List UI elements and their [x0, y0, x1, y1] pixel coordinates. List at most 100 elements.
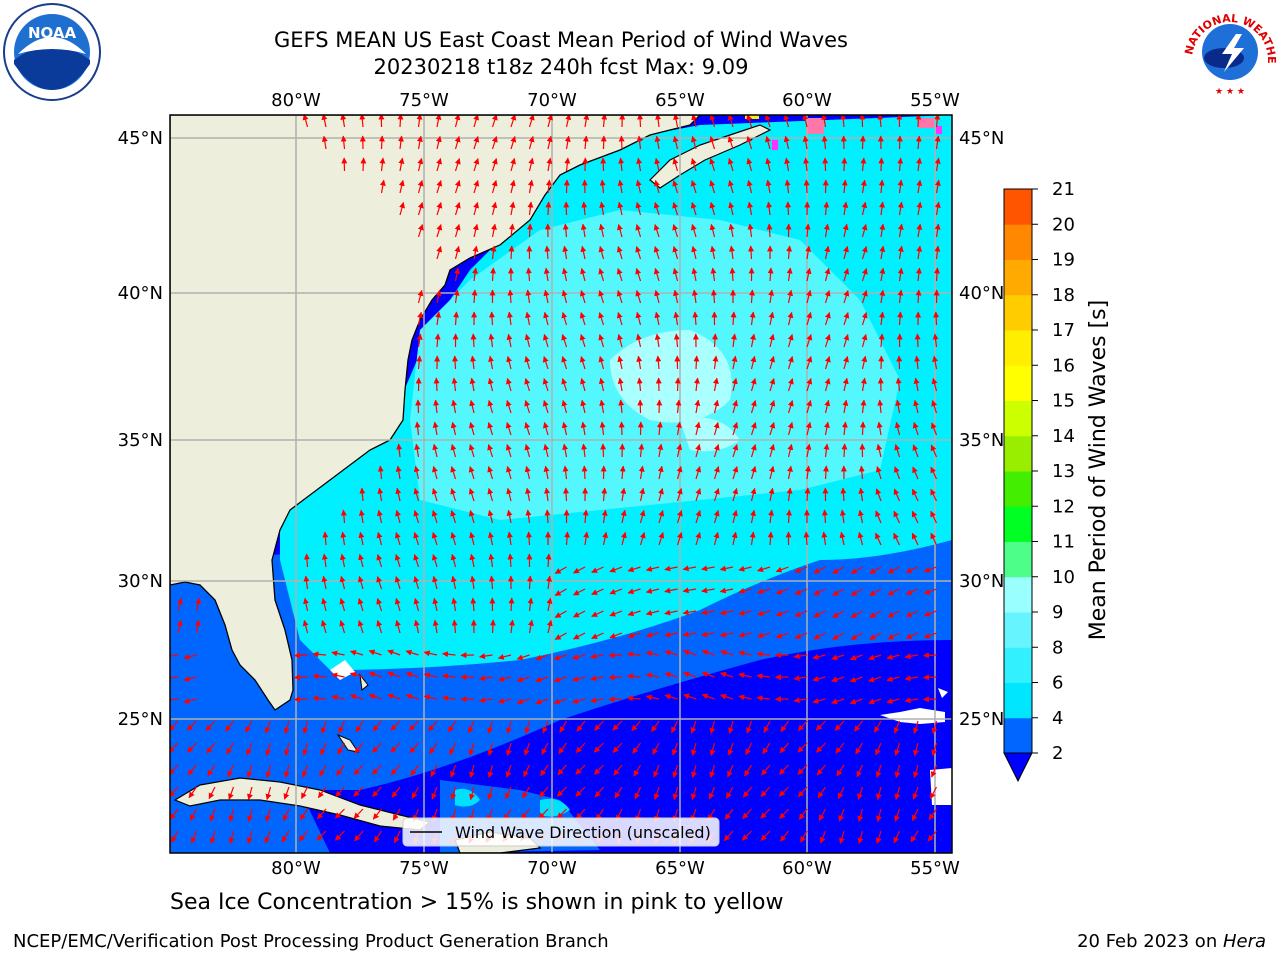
- wave-arrow: [565, 115, 572, 128]
- wave-arrow: [526, 575, 533, 590]
- wave-arrow: [525, 311, 531, 326]
- wave-arrow: [208, 786, 216, 800]
- wave-arrow: [609, 632, 623, 639]
- wave-arrow: [804, 487, 811, 502]
- wave-arrow: [785, 201, 792, 216]
- wave-arrow: [664, 609, 678, 616]
- wave-arrow: [765, 135, 771, 150]
- wave-arrow: [472, 267, 479, 282]
- wave-arrow: [357, 620, 364, 634]
- wave-arrow: [806, 356, 813, 370]
- wave-arrow: [709, 223, 716, 238]
- wave-arrow: [746, 136, 753, 150]
- wave-arrow: [228, 786, 235, 800]
- wave-arrow: [931, 400, 938, 414]
- wave-arrow: [432, 443, 439, 458]
- wave-arrow: [195, 597, 202, 612]
- wave-arrow: [414, 443, 421, 458]
- wave-arrow: [176, 619, 183, 634]
- wave-arrow: [487, 399, 494, 414]
- wave-arrow: [487, 720, 494, 734]
- wave-arrow: [429, 742, 438, 755]
- wave-arrow: [760, 808, 771, 819]
- wave-arrow: [598, 355, 605, 370]
- wave-arrow: [779, 808, 789, 820]
- wave-arrow: [912, 720, 919, 735]
- wave-arrow: [897, 267, 904, 282]
- wave-arrow: [431, 786, 438, 800]
- wave-arrow: [672, 786, 679, 801]
- wave-arrow: [335, 786, 345, 798]
- wave-arrow: [303, 597, 309, 612]
- wave-arrow: [849, 698, 863, 705]
- wave-arrow: [657, 465, 664, 480]
- wave-arrow: [876, 443, 883, 458]
- wave-arrow: [616, 268, 623, 282]
- wave-arrow: [778, 786, 789, 797]
- wave-arrow: [695, 466, 702, 480]
- wave-arrow: [732, 509, 738, 524]
- wave-arrow: [319, 764, 327, 777]
- wave-arrow: [542, 400, 549, 414]
- wave-arrow: [524, 422, 531, 436]
- wave-arrow: [487, 444, 494, 458]
- wave-arrow: [525, 267, 532, 282]
- wave-arrow: [468, 466, 475, 480]
- wave-arrow: [391, 786, 401, 798]
- wave-arrow: [619, 465, 626, 480]
- wave-arrow: [813, 566, 826, 574]
- wave-arrow: [738, 672, 752, 679]
- wave-arrow: [546, 135, 553, 150]
- wave-arrow: [732, 487, 739, 502]
- wave-arrow: [581, 465, 588, 480]
- wave-arrow: [931, 742, 938, 756]
- wave-arrow: [803, 179, 810, 194]
- wave-arrow: [868, 698, 882, 705]
- wave-arrow: [302, 720, 309, 735]
- wave-arrow: [893, 720, 901, 734]
- wave-arrow: [282, 808, 290, 822]
- wave-arrow: [491, 179, 498, 194]
- wave-arrow: [799, 830, 808, 843]
- wave-arrow: [768, 509, 775, 524]
- wave-arrow: [340, 135, 347, 150]
- wave-arrow: [869, 610, 882, 618]
- wave-arrow: [897, 311, 904, 326]
- wave-arrow: [645, 565, 660, 572]
- wave-arrow: [339, 553, 346, 568]
- wave-arrow: [450, 488, 457, 502]
- colorbar-tick-label: 11: [1052, 532, 1075, 553]
- wave-arrow: [376, 576, 383, 590]
- wave-arrow: [590, 653, 604, 660]
- colorbar-swatch: [1004, 435, 1032, 472]
- wave-arrow: [170, 675, 179, 682]
- wave-arrow: [617, 179, 624, 194]
- wave-arrow: [683, 693, 697, 700]
- wave-arrow: [672, 224, 679, 238]
- wave-arrow: [691, 267, 698, 282]
- wave-arrow: [805, 421, 812, 436]
- wave-arrow: [387, 649, 401, 656]
- wave-arrow: [842, 377, 849, 392]
- wave-arrow: [590, 675, 604, 682]
- wave-arrow: [321, 553, 328, 568]
- wave-arrow: [784, 157, 791, 172]
- wave-arrow: [528, 135, 535, 150]
- wave-arrow: [506, 465, 512, 480]
- title-line-2: 20230218 t18z 240h fcst Max: 9.09: [373, 55, 749, 79]
- wave-arrow: [408, 720, 419, 731]
- wave-arrow: [861, 223, 868, 238]
- colorbar-swatch: [1004, 330, 1032, 366]
- footer-credit: NCEP/EMC/Verification Post Processing Pr…: [13, 931, 609, 952]
- wave-arrow: [878, 179, 885, 194]
- wave-arrow: [349, 671, 364, 678]
- wave-arrow: [760, 830, 771, 841]
- wave-arrow: [432, 421, 439, 436]
- wave-arrow: [859, 135, 866, 150]
- wave-arrow: [768, 465, 775, 480]
- caption: Sea Ice Concentration > 15% is shown in …: [170, 890, 784, 915]
- wave-arrow: [749, 311, 756, 326]
- wave-arrow: [447, 720, 457, 733]
- wave-arrow: [896, 355, 903, 370]
- wave-arrow: [930, 466, 938, 480]
